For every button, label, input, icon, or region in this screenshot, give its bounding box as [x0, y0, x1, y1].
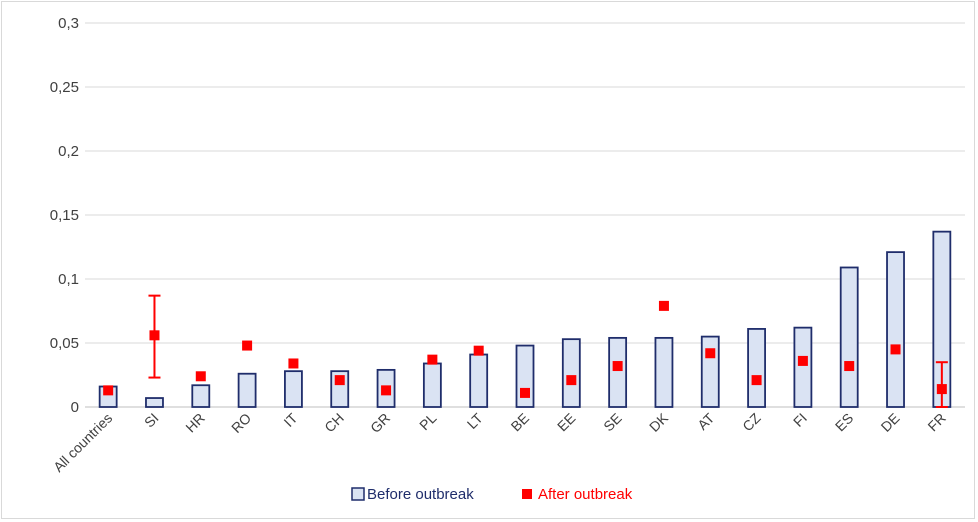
y-tick-label: 0: [71, 399, 79, 416]
legend-label-before: Before outbreak: [367, 486, 474, 503]
point-after-outbreak: [103, 385, 114, 396]
x-tick-label: RO: [228, 410, 254, 436]
bars-before-outbreak: [98, 230, 952, 408]
point-after-outbreak: [797, 355, 808, 366]
point-after-outbreak: [751, 375, 762, 386]
gridlines: [85, 22, 965, 408]
y-tick-label: 0,05: [50, 335, 79, 352]
point-after-outbreak: [844, 361, 855, 372]
x-axis-ticks: All countries SI HR RO IT CH GR PL LT BE EE SE DK AT C…: [50, 409, 949, 475]
y-tick-label: 0,2: [58, 143, 79, 160]
point-after-outbreak: [566, 375, 577, 386]
x-tick-label: CZ: [739, 409, 764, 434]
x-tick-label: LT: [464, 410, 486, 432]
points-after-outbreak: [103, 294, 948, 408]
y-tick-label: 0,1: [58, 271, 79, 288]
legend-label-after: After outbreak: [538, 486, 633, 503]
bar-before-outbreak: [608, 336, 628, 408]
x-tick-label: IT: [280, 409, 300, 429]
bar-before-outbreak: [886, 251, 905, 408]
x-tick-label: ES: [832, 410, 857, 435]
x-tick-label: FI: [790, 410, 810, 430]
point-after-outbreak: [195, 371, 206, 382]
x-tick-label: PL: [416, 410, 440, 434]
x-tick-label: AT: [694, 409, 718, 433]
x-tick-label: HR: [182, 410, 208, 436]
bar-before-outbreak: [284, 370, 303, 408]
x-tick-label: BE: [508, 410, 533, 435]
y-tick-label: 0,25: [50, 79, 79, 96]
legend: Before outbreak After outbreak: [351, 486, 633, 503]
bar-before-outbreak: [191, 384, 211, 408]
bar-before-outbreak: [700, 335, 720, 408]
point-after-outbreak: [427, 354, 438, 365]
x-tick-label: GR: [367, 410, 393, 436]
y-tick-label: 0,15: [50, 207, 79, 224]
bar-before-outbreak: [747, 328, 766, 408]
point-after-outbreak: [936, 384, 947, 395]
bar-before-outbreak: [469, 353, 489, 408]
x-tick-label: EE: [554, 410, 579, 435]
point-after-outbreak: [612, 361, 623, 372]
point-after-outbreak: [520, 387, 530, 398]
y-axis-ticks: 0 0,05 0,1 0,15 0,2 0,25 0,3: [50, 15, 79, 416]
x-tick-label: SE: [600, 410, 625, 435]
point-after-outbreak: [242, 340, 253, 351]
x-tick-label: FR: [924, 410, 949, 435]
bar-before-outbreak: [793, 326, 813, 408]
bar-before-outbreak: [145, 397, 164, 408]
point-after-outbreak: [890, 344, 901, 355]
point-after-outbreak: [381, 385, 392, 396]
point-after-outbreak: [288, 358, 299, 369]
bar-before-outbreak: [237, 372, 257, 408]
bar-before-outbreak: [654, 336, 674, 408]
point-after-outbreak: [334, 375, 345, 386]
legend-swatch-before: [351, 487, 365, 501]
x-tick-label: DE: [878, 410, 903, 435]
y-tick-label: 0,3: [58, 15, 79, 32]
bar-before-outbreak: [561, 338, 581, 408]
x-tick-label: SI: [141, 410, 162, 431]
x-tick-label: DK: [646, 409, 672, 435]
point-after-outbreak: [473, 345, 484, 356]
x-tick-label: All countries: [50, 410, 115, 475]
x-tick-label: CH: [321, 410, 347, 436]
legend-swatch-after: [522, 489, 532, 499]
bar-before-outbreak: [839, 266, 859, 408]
point-after-outbreak: [658, 300, 669, 311]
point-after-outbreak: [705, 348, 716, 359]
point-after-outbreak: [149, 330, 160, 341]
bar-before-outbreak: [422, 362, 442, 408]
